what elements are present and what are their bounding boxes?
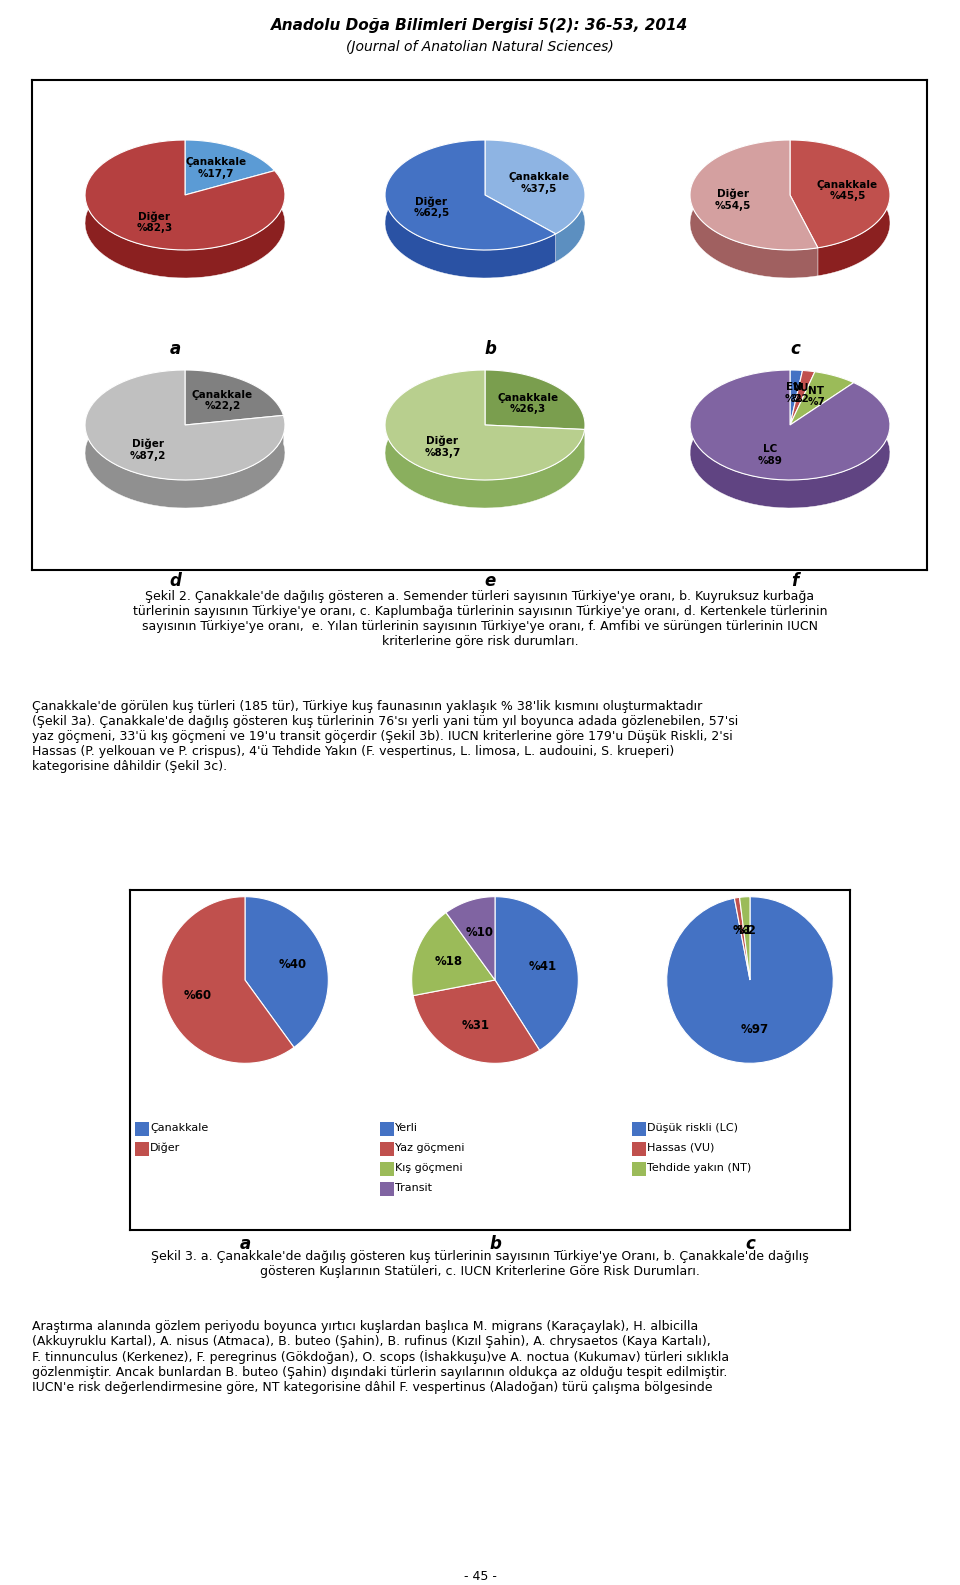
Polygon shape <box>790 139 890 276</box>
Text: Tehdide yakın (NT): Tehdide yakın (NT) <box>647 1163 752 1173</box>
Polygon shape <box>185 139 275 198</box>
Text: %60: %60 <box>183 989 211 1002</box>
Polygon shape <box>690 369 890 509</box>
Text: Yaz göçmeni: Yaz göçmeni <box>395 1143 465 1152</box>
Text: c: c <box>745 1235 755 1254</box>
Polygon shape <box>790 372 853 425</box>
Text: Araştırma alanında gözlem periyodu boyunca yırtıcı kuşlardan başlıca M. migrans : Araştırma alanında gözlem periyodu boyun… <box>32 1320 730 1395</box>
Polygon shape <box>485 369 585 430</box>
Polygon shape <box>446 897 495 980</box>
Text: Çanakkale
%17,7: Çanakkale %17,7 <box>185 157 246 179</box>
Text: Şekil 2. Çanakkale'de dağılış gösteren a. Semender türleri sayısının Türkiye'ye : Şekil 2. Çanakkale'de dağılış gösteren a… <box>132 590 828 648</box>
Polygon shape <box>690 369 890 480</box>
Polygon shape <box>790 369 803 425</box>
Text: %40: %40 <box>278 957 306 972</box>
Text: Şekil 3. a. Çanakkale'de dağılış gösteren kuş türlerinin sayısının Türkiye'ye Or: Şekil 3. a. Çanakkale'de dağılış göstere… <box>151 1251 809 1278</box>
Text: Çanakkale
%22,2: Çanakkale %22,2 <box>192 390 252 412</box>
Text: (Journal of Anatolian Natural Sciences): (Journal of Anatolian Natural Sciences) <box>347 40 613 54</box>
Polygon shape <box>245 897 328 1048</box>
Polygon shape <box>85 139 285 250</box>
Text: b: b <box>484 341 496 358</box>
Polygon shape <box>412 913 495 995</box>
Polygon shape <box>385 139 556 250</box>
Polygon shape <box>161 897 294 1064</box>
Text: EN
%2: EN %2 <box>784 382 803 404</box>
Polygon shape <box>739 897 750 980</box>
Text: Diğer
%87,2: Diğer %87,2 <box>130 439 166 461</box>
Text: %31: %31 <box>461 1019 490 1032</box>
Polygon shape <box>385 139 556 277</box>
Text: Diğer: Diğer <box>150 1143 180 1154</box>
Polygon shape <box>385 369 585 509</box>
Text: Diğer
%83,7: Diğer %83,7 <box>424 436 461 458</box>
Text: LC
%89: LC %89 <box>757 444 782 466</box>
Text: Çanakkale: Çanakkale <box>150 1124 208 1133</box>
Text: Çanakkale'de görülen kuş türleri (185 tür), Türkiye kuş faunasının yaklaşık % 38: Çanakkale'de görülen kuş türleri (185 tü… <box>32 701 738 773</box>
Polygon shape <box>85 369 285 480</box>
Polygon shape <box>815 372 853 411</box>
Polygon shape <box>485 369 585 458</box>
Text: a: a <box>169 341 180 358</box>
Text: d: d <box>169 572 180 590</box>
Text: a: a <box>239 1235 251 1254</box>
Text: Kış göçmeni: Kış göçmeni <box>395 1163 463 1173</box>
Text: f: f <box>791 572 799 590</box>
Text: Anadolu Doğa Bilimleri Dergisi 5(2): 36-53, 2014: Anadolu Doğa Bilimleri Dergisi 5(2): 36-… <box>272 17 688 33</box>
Text: c: c <box>790 341 800 358</box>
Text: Diğer
%62,5: Diğer %62,5 <box>414 197 449 219</box>
Polygon shape <box>485 139 585 235</box>
Text: b: b <box>489 1235 501 1254</box>
Text: %1: %1 <box>732 924 752 937</box>
Text: Çanakkale
%45,5: Çanakkale %45,5 <box>817 179 878 201</box>
Polygon shape <box>185 369 283 444</box>
Polygon shape <box>85 139 285 277</box>
Text: %10: %10 <box>466 926 493 938</box>
Polygon shape <box>485 139 585 262</box>
Text: NT
%7: NT %7 <box>807 385 826 407</box>
Polygon shape <box>690 139 818 250</box>
Polygon shape <box>85 369 285 509</box>
Polygon shape <box>790 139 890 247</box>
Polygon shape <box>734 897 750 980</box>
Polygon shape <box>790 371 815 425</box>
Polygon shape <box>803 371 815 399</box>
Text: - 45 -: - 45 - <box>464 1571 496 1583</box>
Text: Çanakkale
%37,5: Çanakkale %37,5 <box>508 173 569 193</box>
Polygon shape <box>185 369 283 425</box>
Text: e: e <box>485 572 495 590</box>
Text: Çanakkale
%26,3: Çanakkale %26,3 <box>497 393 558 414</box>
Polygon shape <box>495 897 578 1051</box>
Polygon shape <box>667 897 833 1064</box>
Polygon shape <box>690 139 818 277</box>
Text: %41: %41 <box>529 959 557 973</box>
Polygon shape <box>385 369 585 480</box>
Polygon shape <box>185 139 275 195</box>
Text: %97: %97 <box>741 1024 769 1037</box>
Text: %2: %2 <box>737 924 756 937</box>
Text: Hassas (VU): Hassas (VU) <box>647 1143 714 1152</box>
Text: Yerli: Yerli <box>395 1124 418 1133</box>
Text: VU
%2: VU %2 <box>792 384 809 404</box>
Text: Diğer
%54,5: Diğer %54,5 <box>714 189 751 211</box>
Text: Diğer
%82,3: Diğer %82,3 <box>136 211 173 233</box>
Polygon shape <box>413 980 540 1064</box>
Text: Düşük riskli (LC): Düşük riskli (LC) <box>647 1124 738 1133</box>
Text: Transit: Transit <box>395 1182 432 1194</box>
Polygon shape <box>790 369 803 398</box>
Text: %18: %18 <box>435 956 463 968</box>
